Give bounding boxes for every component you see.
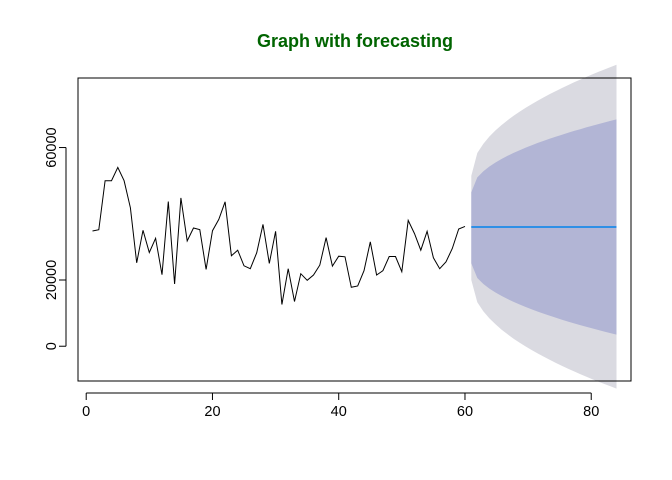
y-axis: 0 20000 60000 [44,127,67,350]
x-tick-label: 40 [331,404,347,420]
y-tick-label: 60000 [44,127,60,167]
chart-title: Graph with forecasting [257,31,453,51]
x-tick-label: 80 [583,404,599,420]
series-line [92,166,466,305]
plot-box [77,77,632,382]
x-tick-label: 60 [457,404,473,420]
series-layer [92,166,617,305]
x-axis: 0 20 40 60 80 [82,392,599,420]
x-tick-label: 20 [204,404,220,420]
x-tick-label: 0 [82,404,90,420]
y-tick-label: 20000 [44,260,60,300]
y-tick-label: 0 [44,342,60,350]
